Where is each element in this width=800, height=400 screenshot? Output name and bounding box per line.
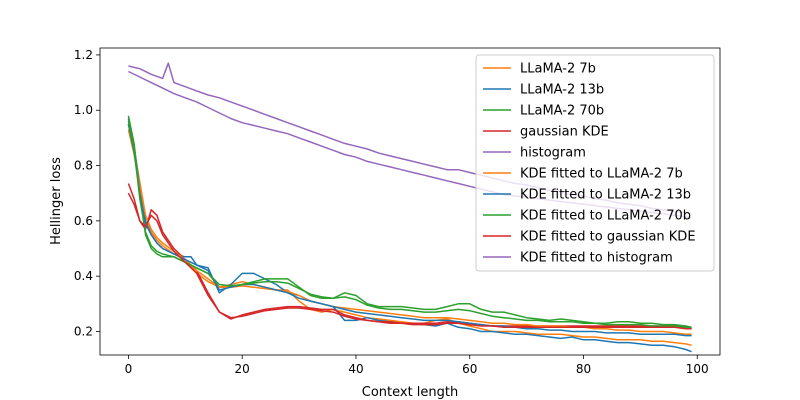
plot-frame [99, 47, 721, 356]
x-tick-label: 60 [462, 362, 477, 376]
legend-box [475, 54, 715, 272]
series-line-7 [127, 121, 692, 329]
legend-label: KDE fitted to LLaMA-2 13b [520, 188, 691, 203]
legend-label: KDE fitted to gaussian KDE [520, 230, 696, 245]
legend-label: gaussian KDE [520, 125, 609, 140]
legend-label: LLaMA-2 13b [520, 83, 604, 98]
x-axis-ticks: 0 20 40 60 80 100 [125, 355, 709, 376]
legend-label: KDE fitted to LLaMA-2 70b [520, 209, 691, 224]
y-axis-ticks: 0.2 0.4 0.6 0.8 1.0 1.2 [74, 48, 100, 338]
y-tick-label: 1.2 [74, 48, 93, 62]
y-tick-label: 0.4 [74, 269, 93, 283]
series-line-5 [127, 129, 692, 336]
legend-label: histogram [520, 146, 586, 161]
x-tick-label: 80 [576, 362, 591, 376]
x-tick-label: 20 [235, 362, 250, 376]
y-tick-label: 0.2 [74, 324, 93, 338]
legend-label: KDE fitted to histogram [520, 251, 673, 266]
y-axis-label: Hellinger loss [49, 157, 64, 245]
x-axis-label: Context length [362, 385, 459, 400]
x-tick-label: 40 [348, 362, 363, 376]
y-tick-label: 1.0 [74, 103, 93, 117]
x-tick-label: 0 [125, 362, 133, 376]
series-line-6 [127, 123, 692, 337]
series-line-8 [127, 192, 692, 330]
x-tick-label: 100 [686, 362, 709, 376]
legend-label: KDE fitted to LLaMA-2 7b [520, 167, 683, 182]
legend: LLaMA-2 7b LLaMA-2 13b LLaMA-2 70b gaussian… [475, 54, 715, 272]
legend-label: LLaMA-2 70b [520, 104, 604, 119]
y-tick-label: 0.6 [74, 214, 93, 228]
y-tick-label: 0.8 [74, 159, 93, 173]
legend-label: LLaMA-2 7b [520, 62, 596, 77]
